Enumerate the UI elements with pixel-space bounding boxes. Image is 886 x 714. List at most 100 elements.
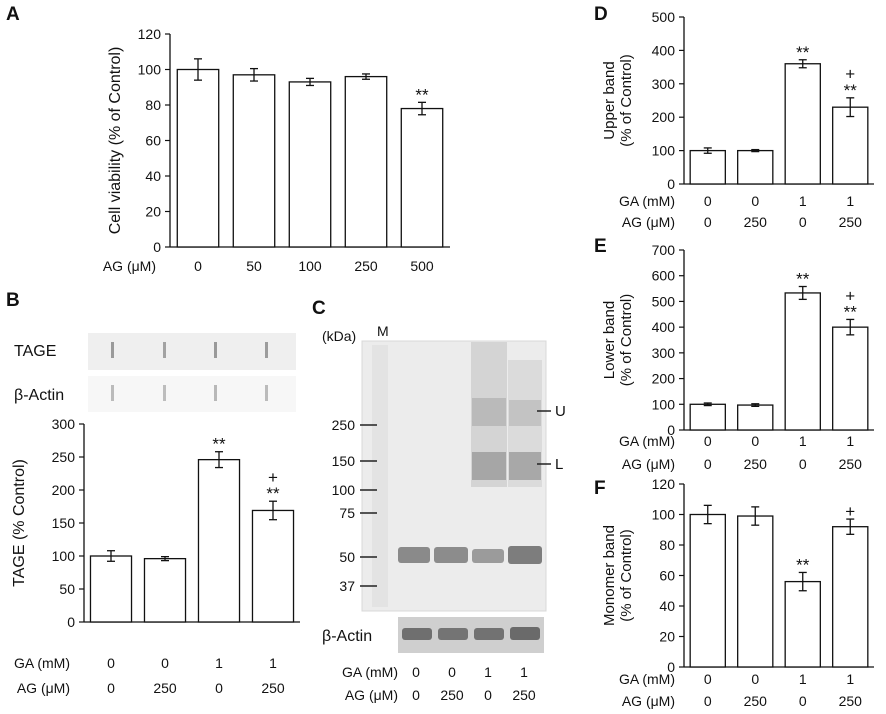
y-tick-label: 300	[652, 76, 676, 92]
y-tick-label: 60	[145, 133, 161, 149]
x-tick-label: 0	[704, 456, 712, 472]
panel-letter-f: F	[594, 478, 606, 499]
significance-mark: **	[844, 81, 858, 100]
y-tick-label: 100	[652, 507, 676, 523]
y-tick-label: 250	[52, 449, 76, 465]
bar	[400, 107, 444, 248]
marker-100: 100	[332, 482, 356, 498]
x-row-label: GA (mM)	[619, 193, 675, 209]
x-tick-label: 0	[704, 193, 712, 209]
bar	[737, 404, 774, 431]
marker-37: 37	[339, 578, 355, 594]
x-tick-label: 0	[704, 693, 712, 709]
x-tick-label: 1	[846, 433, 854, 449]
tage-blot-bands	[111, 342, 268, 358]
x-tick-label: 250	[839, 456, 863, 472]
y-tick-label: 20	[145, 204, 161, 220]
y-tick-label: 0	[67, 614, 75, 630]
x-tick-label: 0	[704, 671, 712, 687]
x-tick-label: 1	[799, 671, 807, 687]
significance-mark: +	[845, 502, 855, 521]
bar	[288, 81, 332, 248]
x-tick-label: 50	[246, 258, 262, 274]
blot-label-actin-b: β-Actin	[14, 387, 64, 404]
bar	[832, 106, 869, 185]
y-axis-label-line: Monomer band	[601, 525, 618, 626]
y-tick-label: 400	[652, 319, 676, 335]
bar	[176, 68, 220, 248]
significance-mark: **	[415, 85, 429, 104]
y-axis-label-line: Lower band	[601, 301, 618, 379]
bar	[689, 513, 726, 668]
actin-blot-strip-b	[88, 376, 296, 412]
y-tick-label: 150	[52, 515, 76, 531]
x-tick-label: 0	[799, 693, 807, 709]
significance-mark: **	[796, 555, 810, 574]
blot-c: (kDa) M 250 150 100 75 5	[322, 323, 566, 703]
bar	[143, 557, 187, 623]
tage-blot-strip	[88, 333, 296, 370]
y-tick-label: 200	[652, 109, 676, 125]
bar	[689, 149, 726, 185]
blot-c-row-label-ga: GA (mM)	[342, 664, 398, 680]
y-tick-label: 200	[52, 482, 76, 498]
x-tick-label: 250	[744, 693, 768, 709]
x-tick-label: 0	[799, 456, 807, 472]
marker-50: 50	[339, 549, 355, 565]
marker-75: 75	[339, 505, 355, 521]
bar	[232, 74, 276, 248]
y-axis-label: Lower band(% of Control)	[601, 294, 635, 387]
x-tick-label: 0	[107, 680, 115, 696]
x-tick-label: 0	[215, 680, 223, 696]
blot-c-row-label-ag: AG (μM)	[345, 687, 398, 703]
blot-c-ag-3: 250	[512, 687, 536, 703]
x-tick-label: 250	[744, 456, 768, 472]
y-axis-label-line: (% of Control)	[618, 529, 635, 622]
y-axis-label-line: (% of Control)	[618, 294, 635, 387]
blot-c-ga-2: 1	[484, 664, 492, 680]
x-tick-label: 0	[751, 433, 759, 449]
bar	[784, 63, 821, 185]
kda-label: (kDa)	[322, 328, 356, 344]
y-tick-label: 0	[667, 422, 675, 438]
chart-a: 0 20 40 60 80 100 120 Cell viability (% of Cont…	[103, 26, 450, 274]
y-tick-label: 300	[52, 416, 76, 432]
marker-lane-label: M	[377, 323, 389, 339]
panel-letter-a: A	[6, 4, 20, 25]
y-tick-label: 300	[652, 345, 676, 361]
y-tick-label: 500	[652, 293, 676, 309]
significance-mark: **	[844, 302, 858, 321]
bar	[689, 403, 726, 431]
actin-label-c: β-Actin	[322, 628, 372, 645]
significance-mark: **	[796, 43, 810, 62]
x-row-label: AG (μM)	[622, 693, 675, 709]
blot-c-ag-1: 250	[440, 687, 464, 703]
band-label-u: U	[555, 403, 566, 420]
y-tick-label: 700	[652, 242, 676, 258]
monomer-bands	[398, 546, 542, 564]
y-tick-label: 0	[667, 659, 675, 675]
band-label-l: L	[555, 456, 563, 473]
x-tick-label: 0	[751, 193, 759, 209]
bar	[784, 292, 821, 431]
panel-letter-b: B	[6, 290, 20, 311]
x-tick-label: 1	[269, 655, 277, 671]
y-tick-label: 400	[652, 42, 676, 58]
x-tick-label: 0	[751, 671, 759, 687]
y-tick-label: 100	[138, 62, 162, 78]
significance-mark: +	[845, 286, 855, 305]
blot-c-ga-0: 0	[412, 664, 420, 680]
blot-label-tage: TAGE	[14, 343, 56, 360]
x-row-label: AG (μM)	[622, 214, 675, 230]
x-tick-label: 250	[839, 693, 863, 709]
y-axis-label: Cell viability (% of Control)	[107, 47, 124, 235]
x-tick-label: 0	[704, 214, 712, 230]
x-tick-label: 0	[704, 433, 712, 449]
y-tick-label: 100	[652, 396, 676, 412]
x-tick-label: 100	[298, 258, 322, 274]
x-row-label: GA (mM)	[619, 433, 675, 449]
x-row-label: AG (μM)	[103, 258, 156, 274]
marker-250: 250	[332, 417, 356, 433]
y-axis-label-line: Cell viability (% of Control)	[107, 47, 124, 235]
